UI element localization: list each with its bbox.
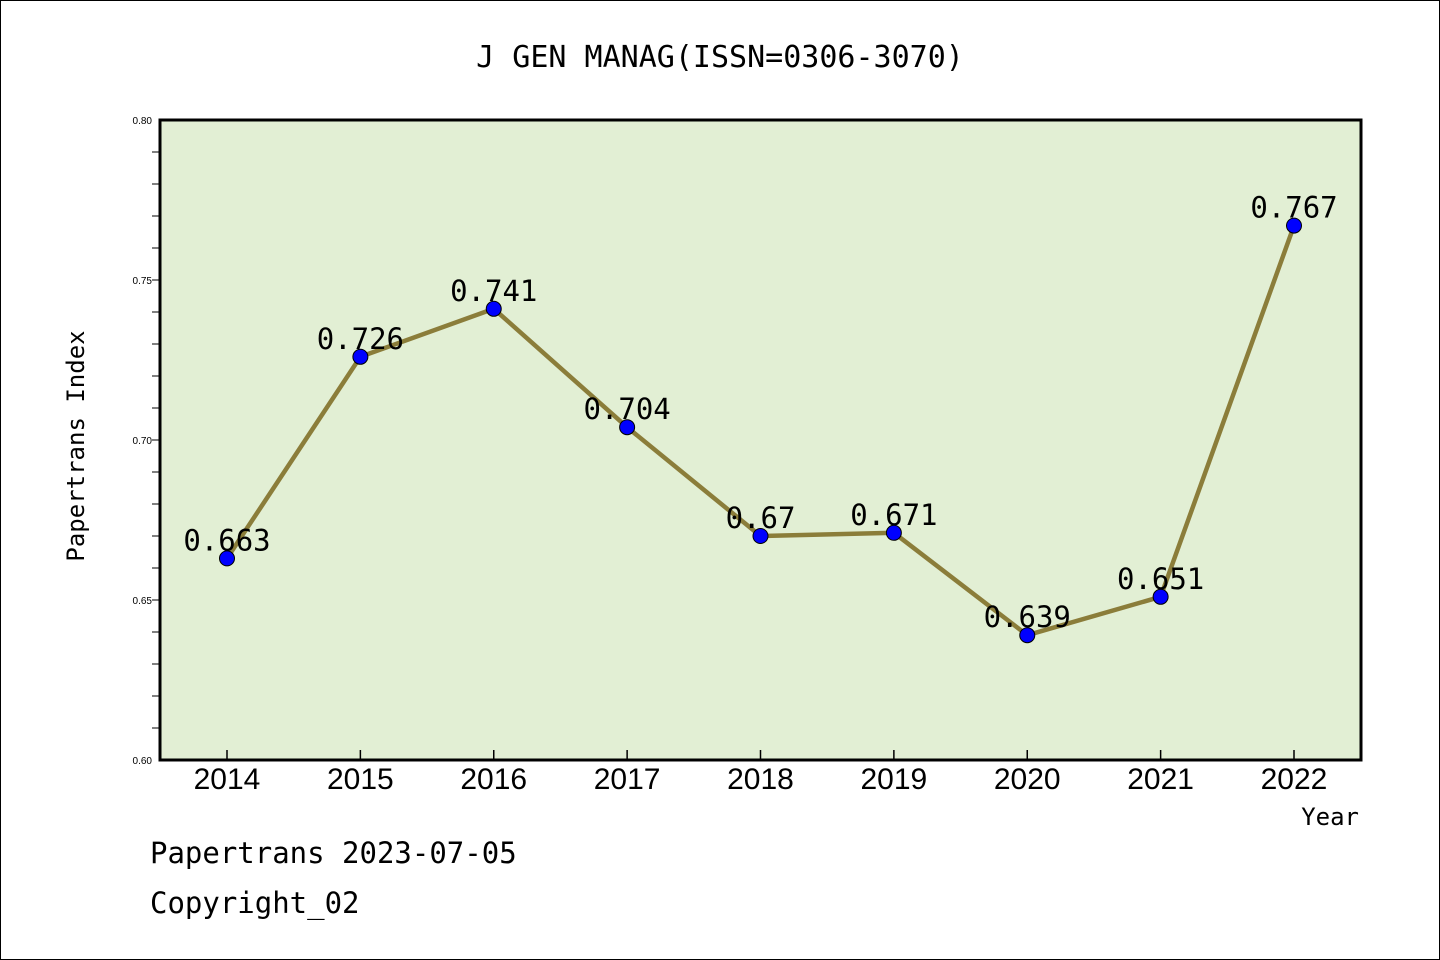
data-point [1286, 217, 1302, 234]
y-tick-label: 0.65 [133, 596, 153, 607]
data-point [885, 524, 902, 541]
data-label: 0.741 [450, 274, 537, 308]
y-axis: 0.60 0.65 0.70 0.75 0.80 [133, 116, 160, 767]
footer-copyright: Copyright_02 [150, 886, 360, 920]
y-tick-label: 0.60 [133, 756, 153, 767]
x-tick-label: 2018 [727, 763, 794, 796]
y-axis-label: Papertrans Index [62, 330, 90, 561]
data-point [352, 348, 369, 365]
plot-area [158, 118, 1363, 762]
x-tick-label: 2019 [861, 763, 928, 796]
data-point [485, 300, 502, 317]
series-line: 0.663 0.726 0.741 0.704 0.67 0.671 0.639 0.651 0… [183, 191, 1338, 644]
x-tick-label: 2022 [1261, 763, 1328, 796]
data-label: 0.726 [317, 322, 404, 356]
footer-date: Papertrans 2023-07-05 [150, 836, 517, 870]
data-label: 0.704 [583, 392, 670, 426]
data-label: 0.671 [850, 498, 937, 532]
data-label: 0.663 [183, 523, 270, 557]
x-tick-label: 2020 [994, 763, 1061, 796]
y-tick-label: 0.80 [133, 116, 153, 127]
x-tick-label: 2016 [460, 763, 527, 796]
data-point [219, 550, 235, 567]
x-tick-label: 2015 [327, 763, 394, 796]
y-tick-label: 0.70 [133, 436, 153, 447]
chart-title: J GEN MANAG(ISSN=0306-3070) [476, 40, 964, 75]
data-point [1152, 588, 1169, 605]
data-label: 0.67 [726, 501, 796, 535]
data-label: 0.639 [984, 600, 1071, 634]
x-axis-label: Year [1301, 803, 1359, 831]
x-tick-label: 2021 [1127, 763, 1194, 796]
x-tick-label: 2017 [594, 763, 661, 796]
y-tick-label: 0.75 [133, 276, 153, 287]
x-tick-label: 2014 [194, 763, 261, 796]
data-point [619, 419, 636, 436]
data-point [1019, 627, 1036, 644]
data-point [752, 528, 769, 544]
x-axis: 2014 2015 2016 2017 2018 2019 2020 2021 2022 [194, 750, 1328, 796]
data-label: 0.651 [1117, 562, 1204, 596]
data-label: 0.767 [1250, 191, 1337, 225]
